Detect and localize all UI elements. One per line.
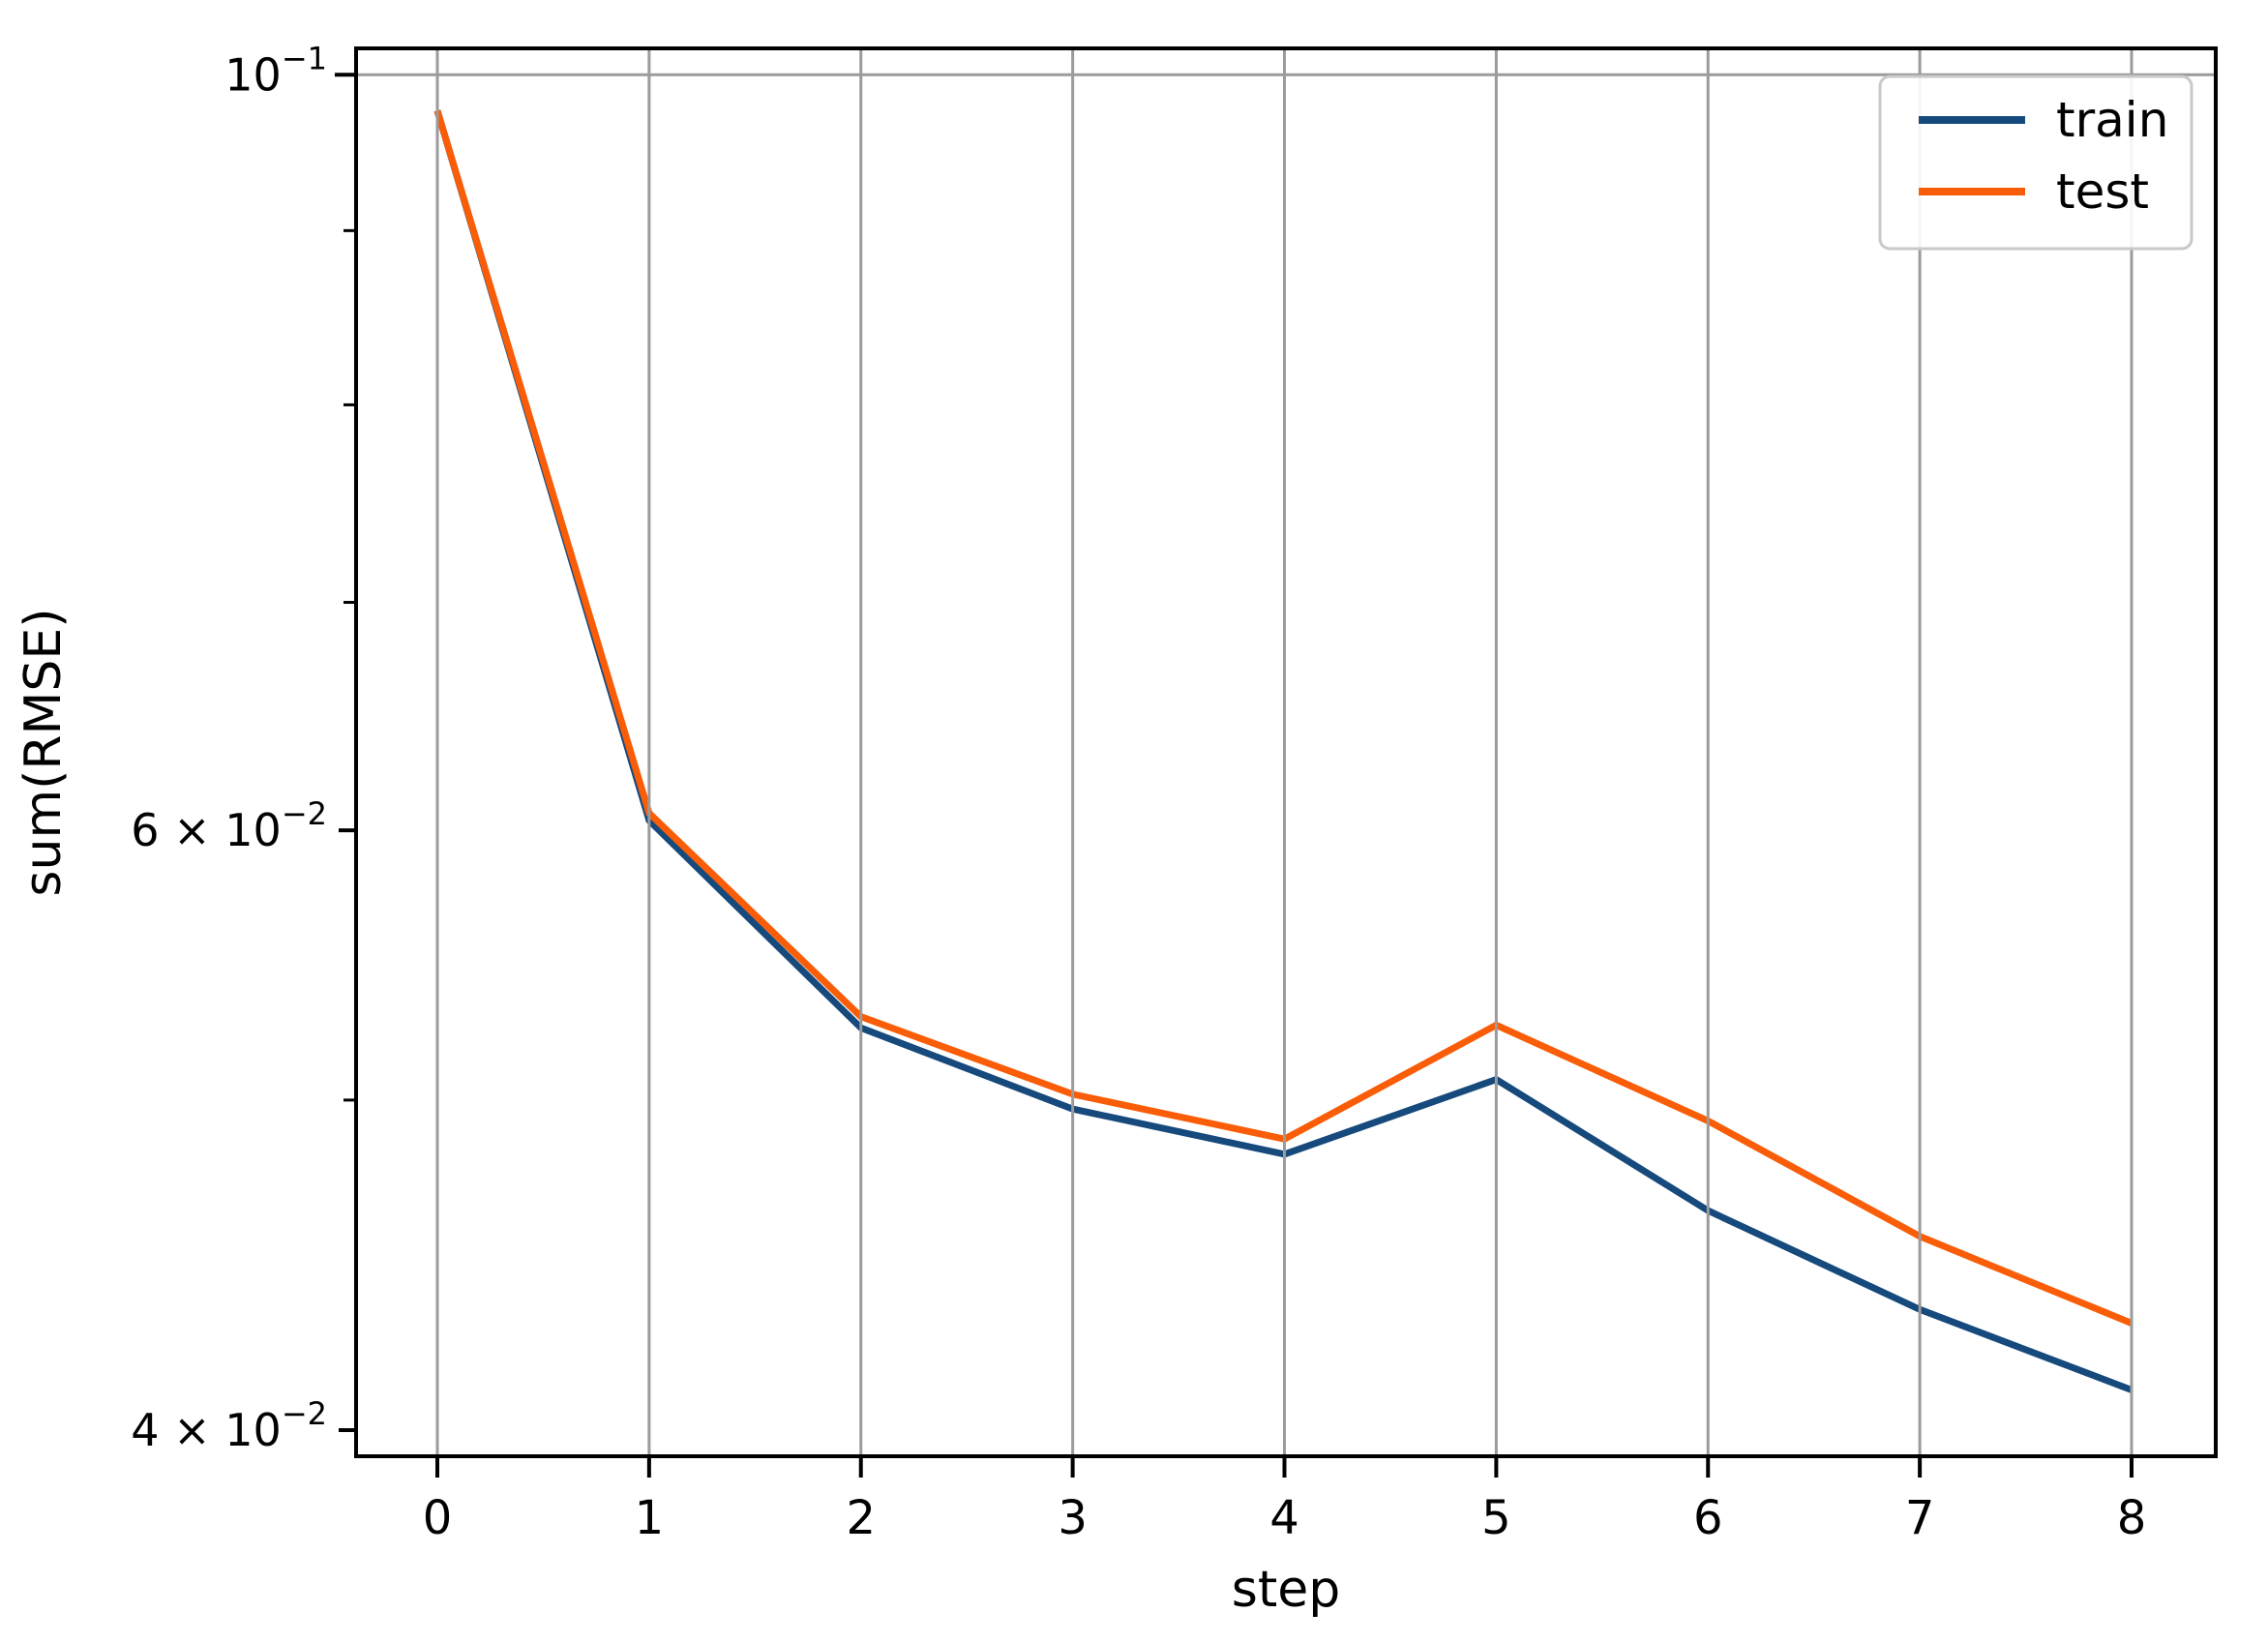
x-tick-label: 2	[846, 1491, 876, 1545]
x-tick-label: 8	[2117, 1491, 2147, 1545]
legend: train test	[1878, 75, 2193, 251]
y-axis-title: sum(RMSE)	[15, 608, 73, 896]
y-tick-label: 6 × 10−2	[131, 795, 327, 856]
x-tick-label: 6	[1693, 1491, 1723, 1545]
x-tick-labels: 0 1 2 3 4 5 6 7 8	[423, 1491, 2147, 1545]
x-tick-label: 0	[423, 1491, 453, 1545]
legend-label-test: test	[2056, 164, 2149, 220]
y-tick-labels: 10−1 6 × 10−2 4 × 10−2	[131, 40, 327, 1456]
legend-label-train: train	[2056, 92, 2168, 148]
x-tick-label: 5	[1481, 1491, 1511, 1545]
y-tick-label: 10−1	[224, 40, 327, 101]
x-tick-label: 1	[635, 1491, 665, 1545]
x-tick-label: 7	[1905, 1491, 1935, 1545]
tick-marks	[335, 73, 2134, 1478]
gridlines	[356, 48, 2216, 1456]
x-tick-label: 3	[1058, 1491, 1088, 1545]
x-axis-title: step	[1232, 1561, 1340, 1619]
x-tick-label: 4	[1269, 1491, 1299, 1545]
axis-titles: step sum(RMSE)	[15, 608, 1340, 1619]
y-tick-label: 4 × 10−2	[131, 1395, 327, 1456]
